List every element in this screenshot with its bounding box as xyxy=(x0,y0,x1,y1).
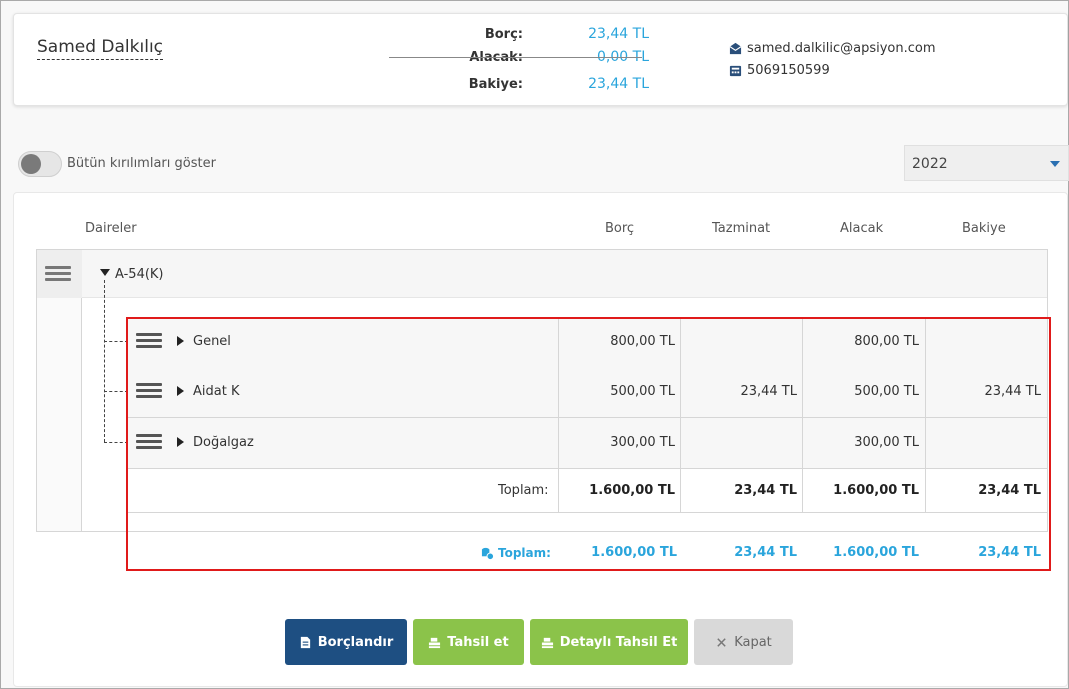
cell-borc: 800,00 TL xyxy=(610,334,675,349)
highlight-box xyxy=(126,317,1051,571)
cell-tazminat: 23,44 TL xyxy=(740,384,797,399)
subtotal-tazminat: 23,44 TL xyxy=(734,483,797,498)
cell-alacak: 300,00 TL xyxy=(854,435,919,450)
drag-handle-icon[interactable] xyxy=(136,333,162,349)
email-text: samed.dalkilic@apsiyon.com xyxy=(747,41,936,56)
account-summary-card xyxy=(13,13,1068,106)
borclandir-button[interactable]: Borçlandır xyxy=(285,619,407,665)
cell-bakiye: 23,44 TL xyxy=(984,384,1041,399)
bakiye-value: 23,44 TL xyxy=(588,76,649,92)
tree-connector-genel xyxy=(104,341,128,342)
borc-value: 23,44 TL xyxy=(588,26,649,42)
kapat-button[interactable]: Kapat xyxy=(694,619,793,665)
grand-total-bakiye: 23,44 TL xyxy=(978,545,1041,560)
tahsil-et-label: Tahsil et xyxy=(447,634,509,650)
coins-icon xyxy=(481,547,494,560)
column-header-tazminat: Tazminat xyxy=(712,221,771,236)
detayli-tahsil-et-label: Detaylı Tahsil Et xyxy=(559,634,678,650)
column-header-daireler: Daireler xyxy=(85,221,137,236)
user-name-link[interactable]: Samed Dalkılıç xyxy=(37,37,164,60)
cell-alacak: 800,00 TL xyxy=(854,334,919,349)
subtotal-bakiye: 23,44 TL xyxy=(978,483,1041,498)
row-name-genel: Genel xyxy=(193,334,231,349)
grand-total-text: Toplam: xyxy=(498,546,551,560)
year-select[interactable]: 2022 xyxy=(904,145,1069,181)
table-row-dogalgaz xyxy=(128,418,1047,469)
row-name-aidat: Aidat K xyxy=(193,384,240,399)
column-header-alacak: Alacak xyxy=(840,221,884,236)
subtotal-alacak: 1.600,00 TL xyxy=(833,483,919,498)
column-divider xyxy=(925,319,926,513)
cell-borc: 300,00 TL xyxy=(610,435,675,450)
email-contact: samed.dalkilic@apsiyon.com xyxy=(729,41,936,56)
tahsil-et-button[interactable]: Tahsil et xyxy=(413,619,524,665)
collapse-triangle-icon[interactable] xyxy=(100,269,110,276)
column-divider xyxy=(802,319,803,513)
envelope-icon xyxy=(729,42,742,55)
document-icon xyxy=(300,636,310,648)
cash-register-icon xyxy=(429,637,441,648)
toggle-knob xyxy=(21,154,41,174)
cell-borc: 500,00 TL xyxy=(610,384,675,399)
cell-alacak: 500,00 TL xyxy=(854,384,919,399)
expand-triangle-icon[interactable] xyxy=(177,336,184,346)
column-divider xyxy=(680,319,681,513)
toggle-label: Bütün kırılımları göster xyxy=(67,156,216,171)
chevron-down-icon xyxy=(1050,161,1060,167)
tree-connector-vertical xyxy=(104,280,105,442)
kapat-label: Kapat xyxy=(734,634,772,650)
root-row xyxy=(82,250,1047,298)
close-icon xyxy=(717,637,726,647)
subtotal-borc: 1.600,00 TL xyxy=(589,483,675,498)
phone-text: 5069150599 xyxy=(747,63,830,78)
column-header-bakiye: Bakiye xyxy=(962,221,1006,236)
phone-icon xyxy=(729,65,742,77)
cash-register-icon xyxy=(541,637,553,648)
tree-connector-aidat xyxy=(104,391,128,392)
borc-label: Borç: xyxy=(484,27,523,42)
expand-triangle-icon[interactable] xyxy=(177,386,184,396)
row-name-dogalgaz: Doğalgaz xyxy=(193,435,254,450)
column-header-borc: Borç xyxy=(605,221,635,236)
grand-total-alacak: 1.600,00 TL xyxy=(833,545,919,560)
tree-connector-dogalgaz xyxy=(104,442,128,443)
root-drag-handle-icon[interactable] xyxy=(45,266,71,282)
table-row-aidat xyxy=(128,367,1047,418)
borclandir-label: Borçlandır xyxy=(317,634,394,650)
grand-total-borc: 1.600,00 TL xyxy=(591,545,677,560)
grand-total-label: Toplam: xyxy=(481,546,551,560)
summary-divider xyxy=(389,57,642,58)
grand-total-tazminat: 23,44 TL xyxy=(734,545,797,560)
table-row-genel xyxy=(128,319,1047,370)
bakiye-label: Bakiye: xyxy=(468,77,523,92)
phone-contact: 5069150599 xyxy=(729,63,830,78)
expand-triangle-icon[interactable] xyxy=(177,437,184,447)
show-all-breakdowns-toggle[interactable] xyxy=(18,151,62,177)
detayli-tahsil-et-button[interactable]: Detaylı Tahsil Et xyxy=(530,619,688,665)
drag-handle-icon[interactable] xyxy=(136,434,162,450)
root-apartment-label: A-54(K) xyxy=(115,267,164,282)
subtotal-label: Toplam: xyxy=(498,483,549,498)
subtotal-row xyxy=(128,469,1047,513)
column-divider xyxy=(558,319,559,513)
drag-handle-icon[interactable] xyxy=(136,383,162,399)
year-value: 2022 xyxy=(912,156,948,172)
